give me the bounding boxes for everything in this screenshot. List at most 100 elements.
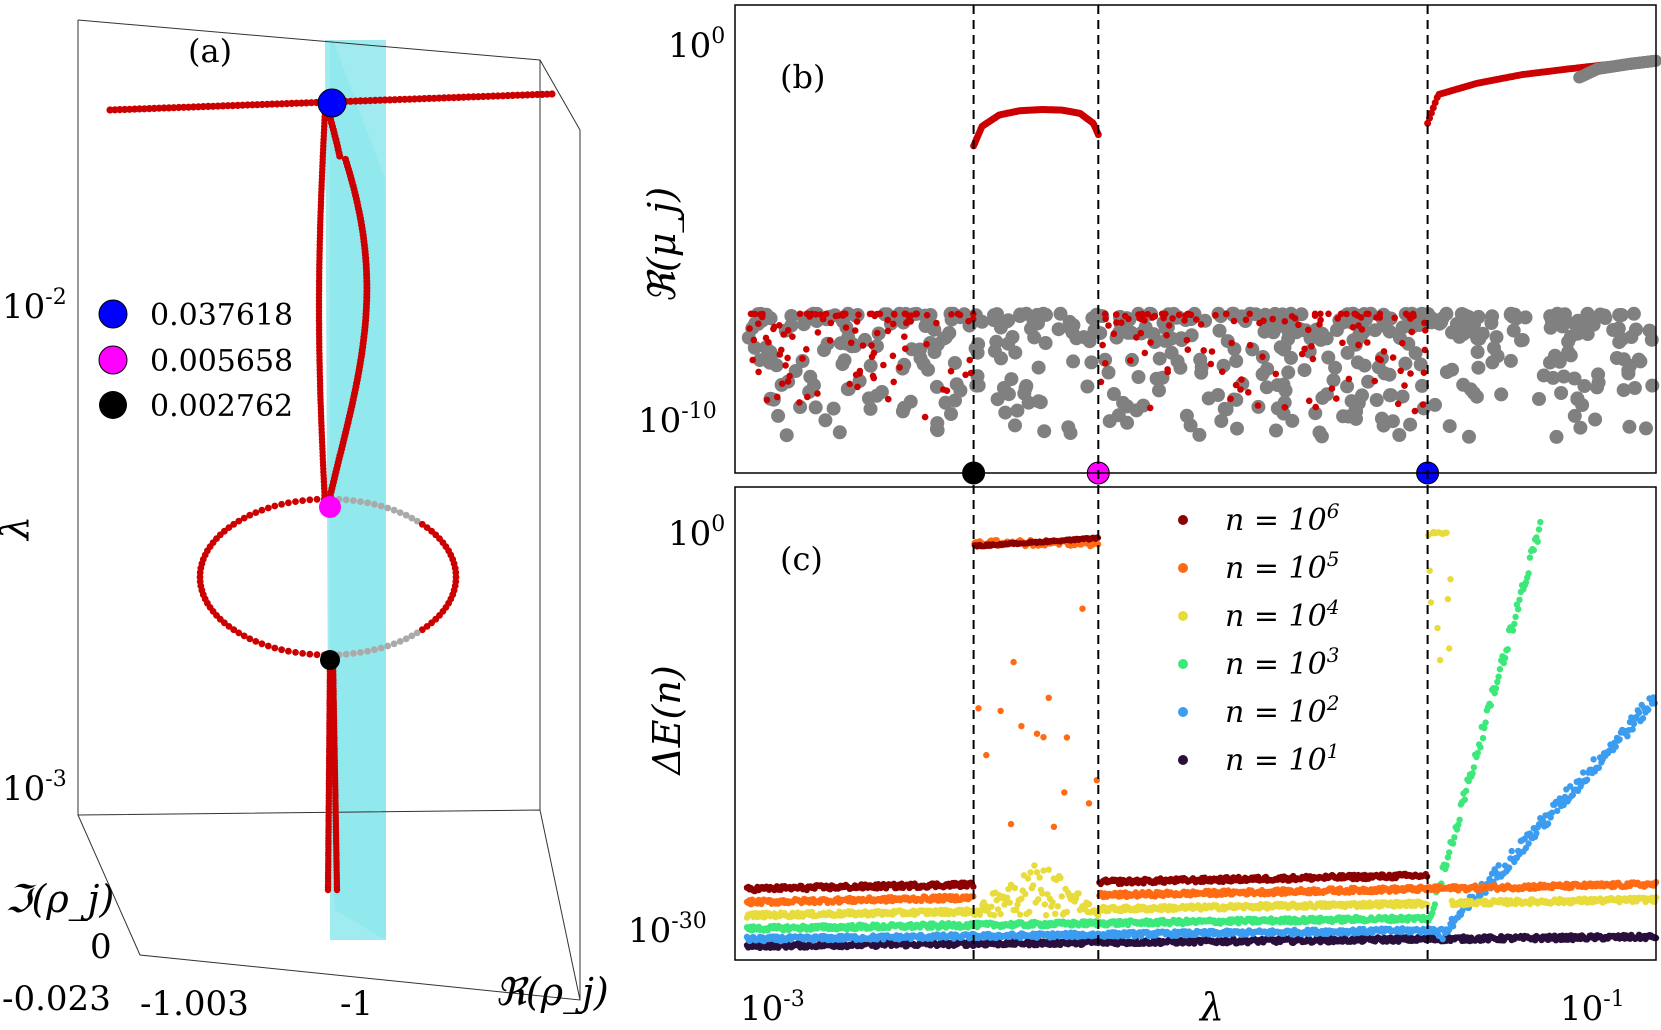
b-noise-red-point (1376, 310, 1384, 318)
b-noise-point (1469, 389, 1484, 404)
c-series-point-2 (1006, 899, 1013, 906)
c-series-point-1 (1018, 722, 1025, 730)
b-noise-point (1434, 315, 1449, 330)
b-noise-red-point (1237, 386, 1244, 393)
a-ellipse-point (357, 649, 364, 656)
c-series-point-3 (1431, 901, 1439, 908)
c-series-point-4 (1539, 817, 1547, 824)
b-noise-point (1179, 408, 1194, 423)
b-noise-point (1219, 402, 1234, 417)
b-noise-red-point (1325, 310, 1332, 318)
b-noise-point (869, 339, 884, 354)
b-noise-point (1164, 345, 1179, 360)
c-series-point-4 (1505, 864, 1513, 871)
a-lower-branch-point-2 (333, 886, 341, 894)
panel-c-marks (743, 518, 1660, 951)
b-noise-point (1586, 317, 1601, 332)
b-noise-red-point (1212, 311, 1219, 319)
a-ellipse-point (396, 509, 404, 516)
b-noise-point (1505, 309, 1520, 324)
c-series-point-4 (1477, 892, 1484, 899)
b-noise-point (1111, 408, 1126, 423)
c-series-point-2 (1423, 901, 1431, 908)
c-series-point-3 (1449, 840, 1457, 847)
b-noise-point (1577, 379, 1592, 393)
b-noise-point (1001, 387, 1016, 402)
b-noise-point (1131, 370, 1146, 384)
b-noise-point (1567, 408, 1582, 423)
b-noise-point (1573, 420, 1588, 435)
c-series-point-1 (1033, 730, 1041, 737)
a-bifurcation-black (320, 650, 340, 670)
panel-a-marks (106, 88, 556, 894)
b-y-tick-1: 100 (668, 24, 725, 66)
a-ellipse-point (306, 496, 314, 504)
b-noise-red-point (1420, 369, 1428, 377)
a-lower-branch-point (324, 886, 332, 894)
b-noise-point (769, 358, 784, 373)
a-ellipse-point (418, 520, 426, 528)
b-noise-point (1229, 354, 1244, 368)
c-series-point-2 (1039, 890, 1046, 897)
b-noise-red-point (1133, 334, 1140, 341)
z-axis-label: λ (0, 516, 37, 542)
b-noise-red-point (943, 387, 951, 395)
c-series-point-1 (1085, 800, 1093, 807)
b-noise-point (971, 378, 986, 393)
b-noise-red-point (1141, 349, 1149, 357)
a-ellipse-point (240, 514, 248, 522)
b-noise-point (1484, 316, 1499, 330)
c-series-point-2 (1072, 895, 1080, 902)
c-series-point-3 (1509, 627, 1517, 634)
c-series-point-3 (1495, 673, 1502, 680)
b-noise-point (1456, 377, 1471, 392)
b-noise-red-point (905, 317, 912, 325)
b-noise-point (1259, 380, 1274, 395)
b-noise-point (832, 425, 847, 440)
c-series-point-2 (1054, 903, 1062, 910)
b-noise-red-point (859, 342, 867, 349)
c-series-point-2 (1003, 894, 1011, 901)
b-noise-red-point (1391, 314, 1398, 322)
b-noise-red-point (1407, 370, 1414, 377)
b-noise-point (990, 392, 1005, 407)
legend-marker-blue (98, 299, 128, 329)
b-noise-point (1490, 349, 1505, 364)
c-series-point-2 (1016, 911, 1024, 918)
b-noise-point (1255, 367, 1270, 382)
b-noise-red-point (1259, 353, 1266, 361)
c-series-point-3 (1511, 620, 1518, 628)
c-series-point-4 (1544, 820, 1552, 827)
a-ellipse-point (292, 649, 299, 656)
z-tick-1: 10-2 (2, 285, 67, 327)
c-series-point-1 (1094, 541, 1102, 548)
c-series-point-4 (1630, 720, 1638, 727)
a-ellipse-point (258, 640, 266, 648)
b-noise-point (948, 393, 962, 408)
b-noise-red-point (870, 349, 878, 357)
a-ellipse-point (264, 504, 272, 512)
b-noise-red-point (806, 313, 813, 320)
b-noise-red-point (1254, 402, 1262, 409)
b-noise-red-point (827, 319, 835, 327)
b-noise-point (1606, 323, 1621, 337)
c-series-point-1 (1050, 823, 1058, 830)
b-noise-point (1383, 388, 1398, 403)
b-noise-point (808, 400, 823, 415)
b-noise-red-point (1163, 331, 1170, 339)
c-series-point-4 (1590, 756, 1597, 763)
b-noise-point (1315, 326, 1330, 341)
y-tick-2: -0.023 (2, 979, 111, 1019)
b-noise-red-point (826, 337, 834, 344)
b-noise-red-point (1401, 382, 1408, 389)
legend-label-1: 0.037618 (150, 298, 293, 333)
b-noise-point (1612, 308, 1627, 322)
b-noise-point (1626, 306, 1641, 321)
b-noise-point (779, 428, 794, 443)
b-noise-point (1567, 371, 1582, 386)
b-noise-red-point (1281, 404, 1289, 411)
b-noise-red-point (954, 310, 962, 318)
b-noise-red-point (1147, 339, 1154, 346)
a-ellipse-point (246, 635, 254, 643)
c-series-point-1 (983, 751, 990, 759)
